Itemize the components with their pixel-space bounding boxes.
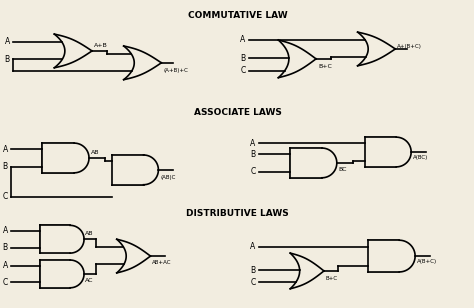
Text: B: B <box>250 149 255 159</box>
Text: C: C <box>2 192 8 201</box>
Text: B+C: B+C <box>318 64 332 69</box>
Text: A: A <box>2 144 8 154</box>
Text: AB+AC: AB+AC <box>153 260 172 265</box>
Text: C: C <box>250 278 255 287</box>
Text: A: A <box>4 37 9 47</box>
Polygon shape <box>367 240 415 272</box>
Polygon shape <box>117 239 150 273</box>
Text: BC: BC <box>339 167 347 172</box>
Text: COMMUTATIVE LAW: COMMUTATIVE LAW <box>188 10 288 20</box>
Text: AB: AB <box>85 231 93 236</box>
Polygon shape <box>290 148 337 178</box>
Text: A+(B+C): A+(B+C) <box>397 44 422 50</box>
Text: C: C <box>240 67 246 75</box>
Text: A(B+C): A(B+C) <box>417 259 437 264</box>
Text: B: B <box>250 266 255 275</box>
Text: (AB)C: (AB)C <box>160 175 176 180</box>
Text: A: A <box>2 226 8 235</box>
Text: AC: AC <box>85 278 93 283</box>
Polygon shape <box>40 260 84 288</box>
Text: B: B <box>5 55 9 64</box>
Text: A+B: A+B <box>94 43 108 48</box>
Text: (A+B)+C: (A+B)+C <box>164 68 188 73</box>
Text: C: C <box>250 167 255 176</box>
Polygon shape <box>55 34 92 68</box>
Text: B: B <box>2 162 8 171</box>
Text: C: C <box>2 278 8 287</box>
Polygon shape <box>365 137 411 167</box>
Text: AB: AB <box>91 150 100 155</box>
Polygon shape <box>40 225 84 253</box>
Polygon shape <box>124 46 161 80</box>
Text: A: A <box>250 242 255 251</box>
Text: A(BC): A(BC) <box>413 155 428 160</box>
Text: ASSOCIATE LAWS: ASSOCIATE LAWS <box>194 108 282 117</box>
Polygon shape <box>112 155 158 185</box>
Polygon shape <box>357 32 395 66</box>
Polygon shape <box>42 143 89 173</box>
Text: B+C: B+C <box>326 276 338 281</box>
Text: B: B <box>2 243 8 252</box>
Text: A: A <box>250 139 255 148</box>
Polygon shape <box>290 253 324 289</box>
Text: A: A <box>240 35 246 44</box>
Polygon shape <box>278 40 316 78</box>
Text: B: B <box>240 54 246 63</box>
Text: DISTRIBUTIVE LAWS: DISTRIBUTIVE LAWS <box>186 209 289 218</box>
Text: A: A <box>2 261 8 270</box>
